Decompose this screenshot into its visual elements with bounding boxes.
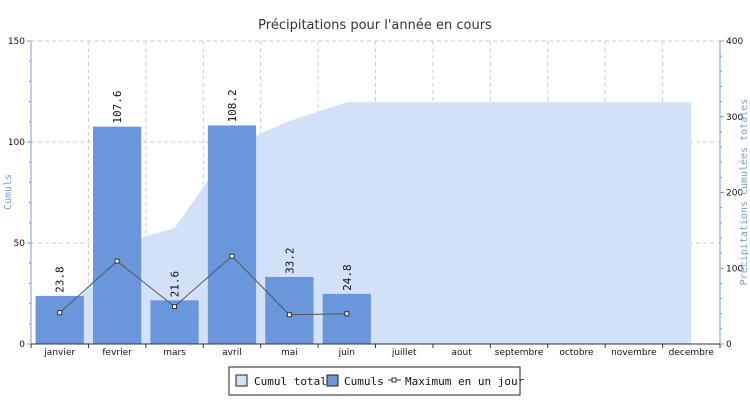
y-axis-left-label: Cumuls bbox=[3, 174, 14, 210]
bar-avril bbox=[207, 125, 257, 344]
chart-title: Précipitations pour l'année en cours bbox=[258, 18, 492, 33]
bar-mai bbox=[265, 276, 314, 344]
point-maximum-fevrier bbox=[114, 258, 120, 264]
x-tick-label-decembre: decembre bbox=[669, 348, 715, 358]
y-right-tick-label: 0 bbox=[726, 340, 732, 350]
x-tick-label-septembre: septembre bbox=[495, 348, 544, 358]
bar-janvier bbox=[35, 295, 84, 344]
x-tick-label-octobre: octobre bbox=[559, 348, 594, 358]
x-tick-label-aout: aout bbox=[451, 348, 472, 358]
y-left-tick-label: 100 bbox=[8, 138, 25, 148]
x-tick-label-mars: mars bbox=[163, 348, 186, 358]
line-maximum-en-un-jour bbox=[59, 255, 347, 316]
legend: Cumul total Cumuls Maximum en un jour bbox=[228, 366, 525, 396]
bar-value-label-janvier: 23.8 bbox=[54, 266, 67, 293]
legend-box bbox=[228, 366, 521, 396]
y-right-tick-label: 400 bbox=[726, 37, 743, 47]
bar-juin bbox=[322, 293, 371, 344]
y-axis-right-label: Précipitations cumulées totales bbox=[738, 99, 750, 286]
bar-value-label-avril: 108.2 bbox=[226, 89, 239, 122]
y-right-tick-label: 200 bbox=[726, 189, 743, 199]
x-tick-label-juin: juin bbox=[338, 348, 355, 358]
legend-swatch-cumuls bbox=[326, 374, 339, 387]
y-left-tick-label: 0 bbox=[19, 340, 25, 350]
bar-value-label-mars: 21.6 bbox=[169, 271, 182, 298]
x-tick-label-janvier: janvier bbox=[43, 348, 75, 358]
y-left-tick-label: 50 bbox=[14, 239, 26, 249]
y-left-tick-label: 150 bbox=[8, 37, 25, 47]
point-maximum-juin bbox=[344, 311, 350, 317]
legend-label-maximum: Maximum en un jour bbox=[405, 375, 525, 388]
x-tick-label-mai: mai bbox=[281, 348, 298, 358]
point-maximum-janvier bbox=[57, 310, 63, 316]
point-maximum-mai bbox=[286, 312, 292, 318]
x-tick-label-avril: avril bbox=[222, 348, 242, 358]
x-tick-label-novembre: novembre bbox=[611, 348, 657, 358]
x-tick-label-juillet: juillet bbox=[391, 348, 417, 358]
axes: 0 50 100 150 0 100 200 300 400 janvier fevrier mars… bbox=[8, 37, 744, 358]
y-right-tick-label: 300 bbox=[726, 113, 743, 123]
legend-label-cumuls: Cumuls bbox=[344, 375, 384, 388]
legend-marker-maximum bbox=[391, 377, 397, 383]
bar-value-label-fevrier: 107.6 bbox=[111, 91, 124, 124]
bar-value-label-mai: 33.2 bbox=[283, 247, 296, 274]
y-right-tick-label: 100 bbox=[726, 264, 743, 274]
bar-value-label-juin: 24.8 bbox=[341, 264, 354, 291]
line-series-layer bbox=[57, 253, 350, 318]
bar-fevrier bbox=[93, 126, 142, 344]
x-tick-label-fevrier: fevrier bbox=[102, 348, 132, 358]
point-maximum-mars bbox=[172, 304, 178, 310]
point-maximum-avril bbox=[229, 253, 235, 259]
legend-label-cumul-total: Cumul total bbox=[254, 375, 327, 388]
legend-swatch-cumul-total bbox=[235, 374, 248, 387]
